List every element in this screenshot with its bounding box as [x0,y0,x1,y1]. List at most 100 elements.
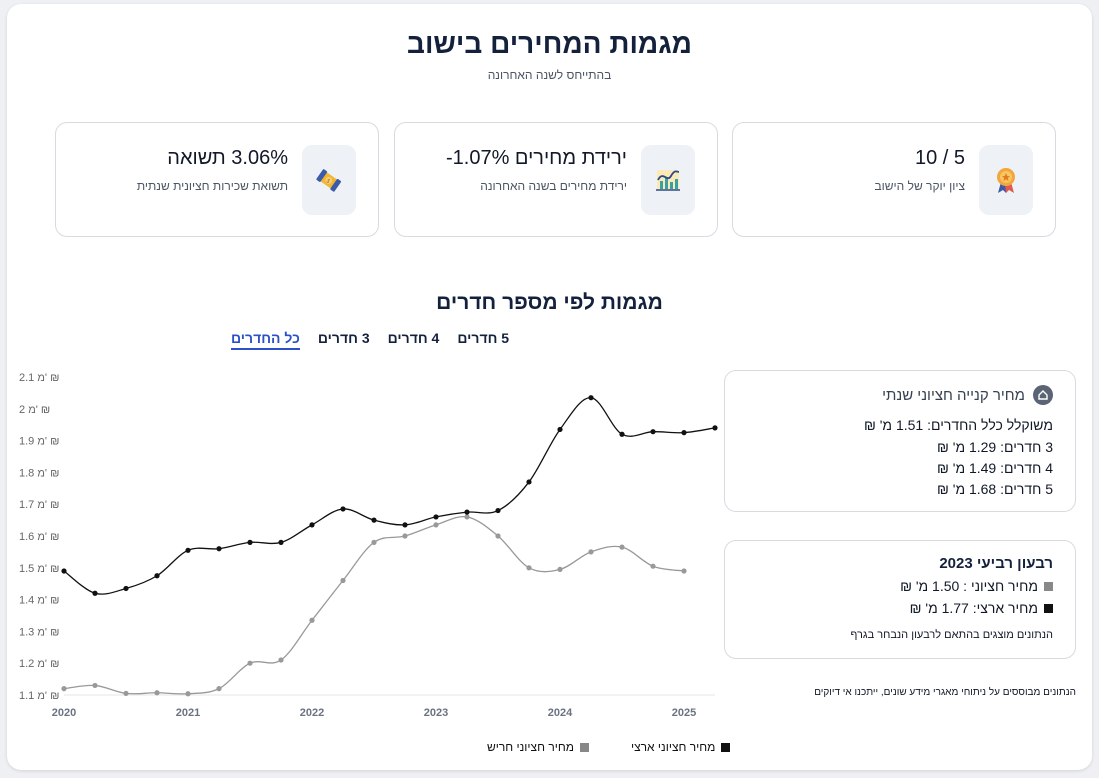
quarter-note: הנתונים מוצגים בהתאם לרבעון הנבחר בגרף [850,629,1053,641]
data-point-national [340,506,346,512]
x-tick-label: 2021 [176,707,200,719]
annual-price-header: מחיר קנייה חציוני שנתי [882,385,1053,405]
award-ribbon-icon [979,145,1033,215]
legend-label-national: מחיר חציוני ארצי [630,740,716,754]
data-point-median [588,549,594,555]
x-tick-label: 2023 [424,707,448,719]
data-point-national [309,522,315,528]
tab-5-rooms[interactable]: 5 חדרים [457,330,510,346]
quarter-national-text: מחיר ארצי: 1.77 מ' ₪ [909,600,1038,616]
data-point-median [309,617,315,623]
y-tick-label: 1.9 מ' ₪ [19,436,59,448]
tab-4-rooms[interactable]: 4 חדרים [387,330,440,346]
data-disclaimer: הנתונים מבוססים על ניתוחי מאגרי מידע שונ… [814,687,1076,698]
y-tick-label: 1.1 מ' ₪ [19,690,59,702]
house-icon [1033,385,1053,405]
price-drop-title: ירידת מחירים 1.07%- [445,147,627,169]
data-point-median [433,522,439,528]
y-tick-label: 1.4 מ' ₪ [19,595,59,607]
data-point-median [185,691,191,697]
y-tick-label: 1.7 מ' ₪ [19,499,59,511]
annual-weighted: משוקלל כלל החדרים: 1.51 מ' ₪ [863,417,1053,433]
data-point-national [247,539,253,545]
quarter-median: מחיר חציוני : 1.50 מ' ₪ [900,578,1053,594]
trend-chart-icon [641,145,695,215]
legend-item-median[interactable]: מחיר חציוני חריש [487,740,589,754]
data-point-national [61,568,67,574]
data-point-median [402,533,408,539]
series-line-national [63,397,716,595]
x-tick-label: 2022 [300,707,324,719]
rental-yield-card: $ 3.06% תשואה תשואת שכירות חציונית שנתית [55,122,379,237]
data-point-median [681,568,687,574]
legend-label-median: מחיר חציוני חריש [487,740,574,754]
price-trend-chart[interactable]: 1.1 מ' ₪ 1.2 מ' ₪ 1.3 מ' ₪ 1.4 מ' ₪ 1.5 מ' ₪… [7,364,722,724]
data-point-median [526,565,532,571]
data-point-median [154,690,160,696]
data-point-national [216,546,222,552]
annual-5-rooms: 5 חדרים: 1.68 מ' ₪ [937,481,1053,497]
data-point-national [588,395,594,401]
y-tick-label: 1.6 מ' ₪ [19,531,59,543]
data-point-median [216,686,222,692]
data-point-median [340,577,346,584]
yield-title: 3.06% תשואה [167,147,288,169]
annual-price-panel: מחיר קנייה חציוני שנתי משוקלל כלל החדרים… [724,370,1076,512]
section-title: מגמות לפי מספר חדרים [436,291,663,314]
data-point-national [92,590,98,596]
y-tick-label: 1.3 מ' ₪ [19,626,59,638]
room-tabs: כל החדרים 3 חדרים 4 חדרים 5 חדרים [231,330,509,350]
y-tick-label: 1.2 מ' ₪ [19,658,59,670]
data-point-national [526,479,532,485]
quarter-median-swatch [1044,581,1053,591]
data-point-median [464,514,470,520]
quarter-median-text: מחיר חציוני : 1.50 מ' ₪ [900,578,1038,594]
data-point-national [278,539,284,545]
quarter-panel: רבעון רביעי 2023 מחיר חציוני : 1.50 מ' ₪… [724,540,1076,659]
data-point-national [185,547,191,553]
y-tick-label: 1.5 מ' ₪ [19,563,59,575]
data-point-national [123,585,129,592]
legend-swatch-median [579,742,589,752]
page-title: מגמות המחירים בישוב [407,28,692,59]
quarter-national-swatch [1044,603,1053,613]
data-point-median [61,686,67,692]
data-point-national [557,426,563,433]
annual-4-rooms: 4 חדרים: 1.49 מ' ₪ [937,460,1053,476]
data-point-national [402,522,408,528]
data-point-national [619,431,625,437]
data-point-national [464,509,470,515]
page-container: מגמות המחירים בישוב בהתייחס לשנה האחרונה… [7,4,1092,770]
data-point-national [650,429,656,435]
data-point-median [278,657,284,663]
data-point-median [557,566,563,572]
quarter-title: רבעון רביעי 2023 [939,555,1053,572]
chart-legend: מחיר חציוני ארצי מחיר חציוני חריש [487,740,731,754]
data-point-median [371,539,377,545]
data-point-median [495,533,501,539]
price-drop-card: ירידת מחירים 1.07%- ירידת מחירים בשנה הא… [394,122,718,237]
quarter-national: מחיר ארצי: 1.77 מ' ₪ [910,600,1053,616]
data-point-national [712,425,718,431]
data-point-national [154,573,160,579]
score-subtitle: ציון יוקר של הישוב [874,179,965,193]
score-card: 5 / 10 ציון יוקר של הישוב [732,122,1056,237]
data-point-median [92,682,98,689]
data-point-median [247,660,253,666]
x-tick-label: 2020 [52,707,76,719]
tab-3-rooms[interactable]: 3 חדרים [317,330,370,346]
y-tick-label: 2.1 מ' ₪ [19,372,59,384]
price-drop-subtitle: ירידת מחירים בשנה האחרונה [480,179,627,193]
y-tick-label: 2 מ' ₪ [19,404,50,416]
x-tick-label: 2024 [548,707,573,719]
data-point-national [371,517,377,523]
yield-subtitle: תשואת שכירות חציונית שנתית [136,179,288,193]
annual-3-rooms: 3 חדרים: 1.29 מ' ₪ [937,439,1053,455]
data-point-national [495,507,501,514]
data-point-median [619,544,625,550]
x-tick-label: 2025 [672,707,696,719]
data-point-national [681,430,687,436]
legend-item-national[interactable]: מחיר חציוני ארצי [630,740,731,754]
tab-all-rooms[interactable]: כל החדרים [231,330,300,350]
data-point-median [650,563,656,569]
